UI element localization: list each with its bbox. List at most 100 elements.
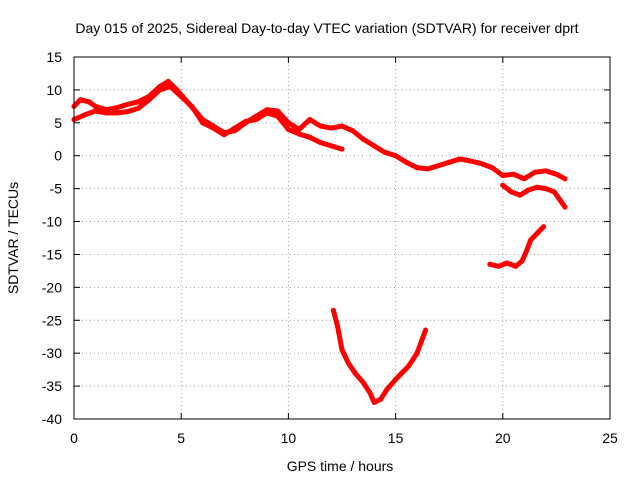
data-point — [210, 125, 216, 131]
data-point — [523, 248, 529, 254]
data-point — [436, 163, 441, 169]
y-tick-label: 5 — [54, 115, 62, 131]
data-point — [296, 131, 302, 137]
y-axis-label: SDTVAR / TECUs — [5, 182, 21, 294]
y-tick-label: -10 — [42, 214, 62, 230]
data-point — [393, 377, 399, 382]
data-point — [339, 123, 345, 129]
data-point — [125, 109, 131, 115]
data-point — [371, 400, 377, 405]
data-point — [543, 186, 549, 192]
data-point — [328, 143, 334, 149]
data-point — [157, 87, 163, 93]
data-point — [541, 224, 546, 230]
data-point — [489, 165, 495, 171]
data-point — [414, 165, 420, 171]
data-point — [77, 97, 83, 103]
series-line-late-lower — [500, 182, 568, 210]
x-tick-label: 15 — [388, 430, 404, 446]
data-point — [399, 370, 405, 376]
y-tick-label: 15 — [46, 49, 62, 65]
data-point — [103, 110, 109, 116]
y-tick-label: -25 — [42, 312, 62, 328]
data-point — [378, 396, 384, 402]
data-point — [384, 386, 390, 392]
data-point — [562, 176, 568, 182]
data-point — [330, 307, 336, 313]
data-point — [253, 117, 259, 122]
data-point — [562, 204, 568, 210]
data-point — [146, 97, 152, 103]
data-point — [360, 380, 366, 386]
data-point — [423, 327, 429, 333]
x-tick-label: 0 — [70, 430, 78, 446]
data-point — [82, 112, 88, 118]
x-axis-label: GPS time / hours — [287, 458, 394, 474]
data-point — [534, 230, 540, 236]
y-tick-label: -30 — [42, 345, 62, 361]
chart-title: Day 015 of 2025, Sidereal Day-to-day VTE… — [75, 20, 578, 36]
data-point — [551, 189, 557, 195]
data-point — [345, 360, 351, 366]
data-point — [352, 370, 358, 376]
y-tick-label: 0 — [54, 148, 62, 164]
data-point — [178, 94, 184, 99]
ticks-layer: 0 5 10 15 20 25 15 10 5 0 -5 -10 -15 -20 -25 -30 -35 -40 — [42, 49, 618, 446]
data-point — [534, 184, 540, 190]
y-tick-label: -35 — [42, 378, 62, 394]
y-tick-label: -40 — [42, 411, 62, 427]
data-point — [350, 128, 356, 134]
data-point — [318, 140, 324, 146]
x-tick-label: 5 — [177, 430, 185, 446]
y-tick-label: 10 — [46, 82, 62, 98]
data-point — [335, 324, 341, 330]
y-tick-label: -15 — [42, 246, 62, 262]
data-point — [511, 171, 516, 177]
data-point — [500, 173, 506, 178]
data-point — [339, 347, 345, 353]
data-point — [318, 123, 324, 129]
data-point — [414, 350, 420, 356]
data-point — [521, 176, 527, 182]
data-point — [168, 84, 173, 90]
data-point — [264, 110, 270, 116]
data-point — [275, 113, 281, 119]
data-point — [468, 158, 474, 164]
data-point — [553, 171, 559, 177]
data-point — [532, 169, 538, 175]
series-line-main-lower — [71, 84, 345, 152]
data-point — [393, 153, 399, 159]
data-point — [526, 187, 531, 193]
y-tick-label: -5 — [50, 181, 63, 197]
data-point — [189, 103, 195, 109]
x-tick-label: 25 — [602, 430, 618, 446]
data-point — [508, 189, 514, 195]
data-point — [403, 159, 409, 165]
data-point — [135, 99, 141, 105]
data-point — [487, 261, 493, 267]
data-point — [478, 161, 484, 167]
data-point — [519, 258, 525, 264]
data-point — [125, 101, 131, 107]
data-point — [500, 182, 506, 188]
data-point — [457, 156, 463, 162]
data-point — [446, 159, 452, 165]
x-tick-label: 10 — [281, 430, 297, 446]
data-point — [513, 263, 519, 269]
data-point — [221, 132, 227, 138]
data-point — [135, 105, 141, 111]
data-point — [528, 237, 534, 243]
data-point — [275, 108, 281, 114]
data-point — [543, 168, 549, 174]
data-point — [92, 108, 98, 114]
data-point — [114, 105, 120, 111]
data-point — [504, 260, 510, 266]
data-point — [114, 110, 120, 116]
data-point — [371, 143, 377, 149]
plot-frame — [73, 56, 611, 420]
data-point — [92, 103, 98, 109]
data-point — [86, 99, 92, 105]
x-tick-label: 20 — [495, 430, 511, 446]
data-point — [243, 119, 248, 124]
data-point — [307, 134, 313, 140]
